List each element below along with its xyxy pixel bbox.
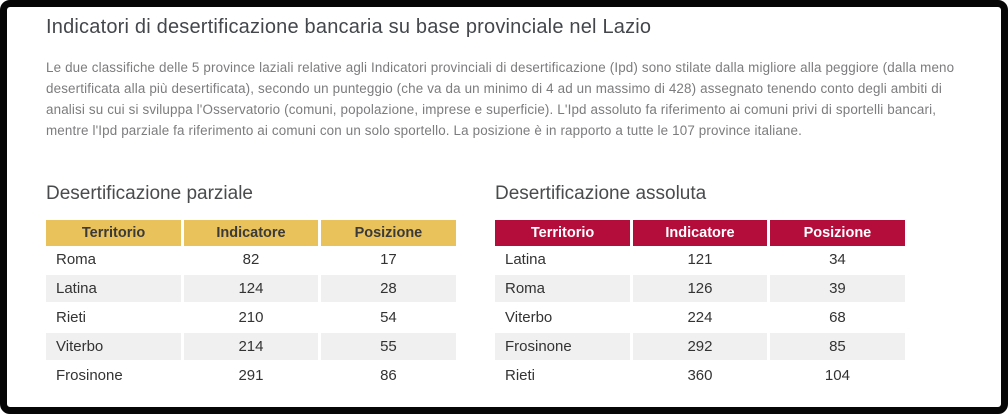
column-header: Indicatore	[631, 220, 770, 246]
absolute-desertification-section: Desertificazione assoluta Territorio Indi…	[495, 183, 905, 391]
tables-row: Desertificazione parziale Territorio Indi…	[46, 183, 977, 391]
table-row: Roma 126 39	[495, 274, 905, 304]
column-header: Posizione	[768, 220, 905, 246]
position-cell: 104	[768, 361, 905, 391]
table-row: Roma 82 17	[46, 246, 456, 275]
position-cell: 54	[319, 303, 456, 333]
column-header: Indicatore	[182, 220, 321, 246]
partial-desertification-section: Desertificazione parziale Territorio Indi…	[46, 183, 456, 391]
position-cell: 39	[768, 274, 905, 304]
partial-desertification-table: Territorio Indicatore Posizione Roma 82 17 Lat…	[46, 220, 456, 391]
indicator-cell: 121	[631, 246, 770, 275]
indicator-cell: 291	[182, 361, 321, 391]
position-cell: 28	[319, 274, 456, 304]
indicator-cell: 126	[631, 274, 770, 304]
position-cell: 86	[319, 361, 456, 391]
table-row: Latina 124 28	[46, 274, 456, 304]
partial-desertification-heading: Desertificazione parziale	[46, 183, 253, 204]
column-header: Territorio	[46, 220, 185, 246]
territory-cell: Roma	[495, 274, 634, 304]
position-cell: 85	[768, 332, 905, 362]
indicator-cell: 292	[631, 332, 770, 362]
table-row: Viterbo 224 68	[495, 303, 905, 333]
table-row: Viterbo 214 55	[46, 332, 456, 362]
absolute-desertification-heading: Desertificazione assoluta	[495, 183, 707, 204]
indicator-cell: 214	[182, 332, 321, 362]
table-row: Frosinone 292 85	[495, 332, 905, 362]
territory-cell: Latina	[495, 246, 634, 275]
column-header: Territorio	[495, 220, 634, 246]
table-row: Rieti 360 104	[495, 361, 905, 391]
indicator-cell: 82	[182, 246, 321, 275]
table-row: Rieti 210 54	[46, 303, 456, 333]
indicator-cell: 124	[182, 274, 321, 304]
territory-cell: Rieti	[46, 303, 185, 333]
table-row: Frosinone 291 86	[46, 361, 456, 391]
territory-cell: Frosinone	[495, 332, 634, 362]
table-header-row: Territorio Indicatore Posizione	[495, 220, 905, 246]
column-header: Posizione	[319, 220, 456, 246]
table-row: Latina 121 34	[495, 246, 905, 275]
territory-cell: Latina	[46, 274, 185, 304]
indicator-cell: 210	[182, 303, 321, 333]
position-cell: 34	[768, 246, 905, 275]
page-title: Indicatori di desertificazione bancaria …	[46, 16, 652, 38]
position-cell: 68	[768, 303, 905, 333]
position-cell: 55	[319, 332, 456, 362]
indicator-cell: 360	[631, 361, 770, 391]
indicator-cell: 224	[631, 303, 770, 333]
territory-cell: Viterbo	[46, 332, 185, 362]
territory-cell: Roma	[46, 246, 185, 275]
position-cell: 17	[319, 246, 456, 275]
territory-cell: Frosinone	[46, 361, 185, 391]
territory-cell: Viterbo	[495, 303, 634, 333]
page-content: Indicatori di desertificazione bancaria …	[46, 16, 977, 391]
territory-cell: Rieti	[495, 361, 634, 391]
intro-paragraph: Le due classifiche delle 5 province lazi…	[46, 60, 955, 138]
table-header-row: Territorio Indicatore Posizione	[46, 220, 456, 246]
absolute-desertification-table: Territorio Indicatore Posizione Latina 121 34…	[495, 220, 905, 391]
